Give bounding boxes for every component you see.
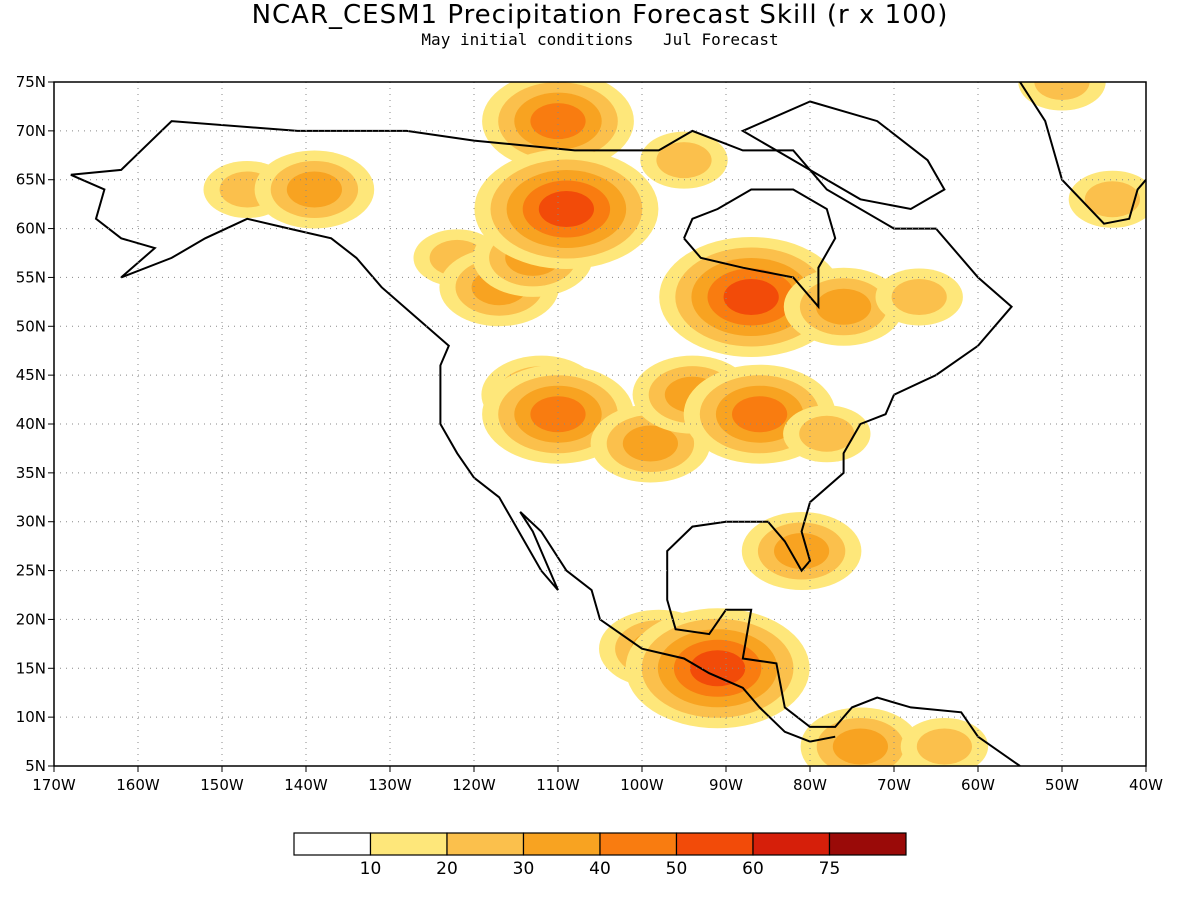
lon-label: 130W <box>368 776 412 794</box>
colorbar-swatch <box>675 832 754 856</box>
colorbar-label: 20 <box>436 859 458 879</box>
lon-label: 150W <box>200 776 244 794</box>
lat-label: 40N <box>16 415 46 433</box>
lat-label: 25N <box>16 562 46 580</box>
subtitle-forecast: Jul Forecast <box>662 30 779 49</box>
lat-label: 50N <box>16 317 46 335</box>
colorbar-label: 60 <box>742 859 764 879</box>
lat-label: 70N <box>16 122 46 140</box>
skill-region-nunavut-south <box>640 131 728 189</box>
map-frame <box>53 81 1147 767</box>
skill-region-greenland-north <box>1018 82 1106 111</box>
colorbar-swatch <box>522 832 601 856</box>
lon-label: 90W <box>709 776 743 794</box>
colorbar-label: 10 <box>360 859 382 879</box>
skill-region-mid-atlantic <box>783 405 871 463</box>
lon-label: 50W <box>1045 776 1079 794</box>
hudson-bay-coast <box>683 188 837 310</box>
lon-label: 40W <box>1129 776 1163 794</box>
colorbar-label: 75 <box>819 859 841 879</box>
colorbar-swatch <box>828 832 907 856</box>
skill-region-quebec <box>783 267 904 346</box>
lat-label: 30N <box>16 513 46 531</box>
lon-label: 60W <box>961 776 995 794</box>
lon-label: 170W <box>32 776 76 794</box>
subtitle-initial: May initial conditions <box>421 30 634 49</box>
lat-label: 45N <box>16 366 46 384</box>
lat-label: 15N <box>16 659 46 677</box>
colorbar-swatch <box>369 832 448 856</box>
map-title: NCAR_CESM1 Precipitation Forecast Skill … <box>251 0 949 30</box>
skill-region-venezuela <box>900 717 989 766</box>
lat-label: 75N <box>16 73 46 91</box>
lat-label: 5N <box>25 757 46 775</box>
skill-region-great-slave <box>474 149 659 270</box>
skill-region-colombia <box>800 707 921 766</box>
colorbar-swatch <box>446 832 525 856</box>
lat-label: 10N <box>16 708 46 726</box>
skill-region-labrador <box>875 268 963 326</box>
skill-region-florida <box>741 512 862 591</box>
lat-label: 65N <box>16 171 46 189</box>
lat-label: 20N <box>16 610 46 628</box>
colorbar-swatch <box>293 832 372 856</box>
lon-label: 80W <box>793 776 827 794</box>
map-subtitle: May initial conditions Jul Forecast <box>0 30 1200 49</box>
skill-region-guatemala <box>625 608 810 729</box>
greenland-coast <box>1019 82 1146 225</box>
lat-label: 60N <box>16 220 46 238</box>
lat-lon-grid <box>48 81 1147 772</box>
baffin-island-coast <box>740 100 946 211</box>
skill-region-victoria-island <box>482 82 634 171</box>
pacific-coast <box>70 173 836 743</box>
lat-label: 55N <box>16 268 46 286</box>
skill-region-greenland-east <box>1068 170 1146 228</box>
latitude-labels: 5N 10N 15N 20N 25N 30N 35N 40N 45N 50N 55N 60N 65N 70… <box>16 73 46 775</box>
colorbar: 10 20 30 40 50 60 75 <box>293 832 907 879</box>
lon-label: 70W <box>877 776 911 794</box>
colorbar-label: 40 <box>589 859 611 879</box>
lon-label: 140W <box>284 776 328 794</box>
longitude-labels: 170W 160W 150W 140W 130W 120W 110W 100W 90W 80W 70… <box>32 776 1163 794</box>
skill-region-yukon <box>254 150 375 229</box>
lon-label: 120W <box>452 776 496 794</box>
lon-label: 110W <box>536 776 580 794</box>
colorbar-label: 30 <box>513 859 535 879</box>
colorbar-label: 50 <box>666 859 688 879</box>
skill-field <box>203 82 1146 766</box>
colorbar-swatch <box>599 832 678 856</box>
colorbar-swatch <box>752 832 831 856</box>
lon-label: 160W <box>116 776 160 794</box>
lat-label: 35N <box>16 464 46 482</box>
north-america-coast <box>70 120 1021 766</box>
coastlines <box>70 82 1146 766</box>
lon-label: 100W <box>620 776 664 794</box>
